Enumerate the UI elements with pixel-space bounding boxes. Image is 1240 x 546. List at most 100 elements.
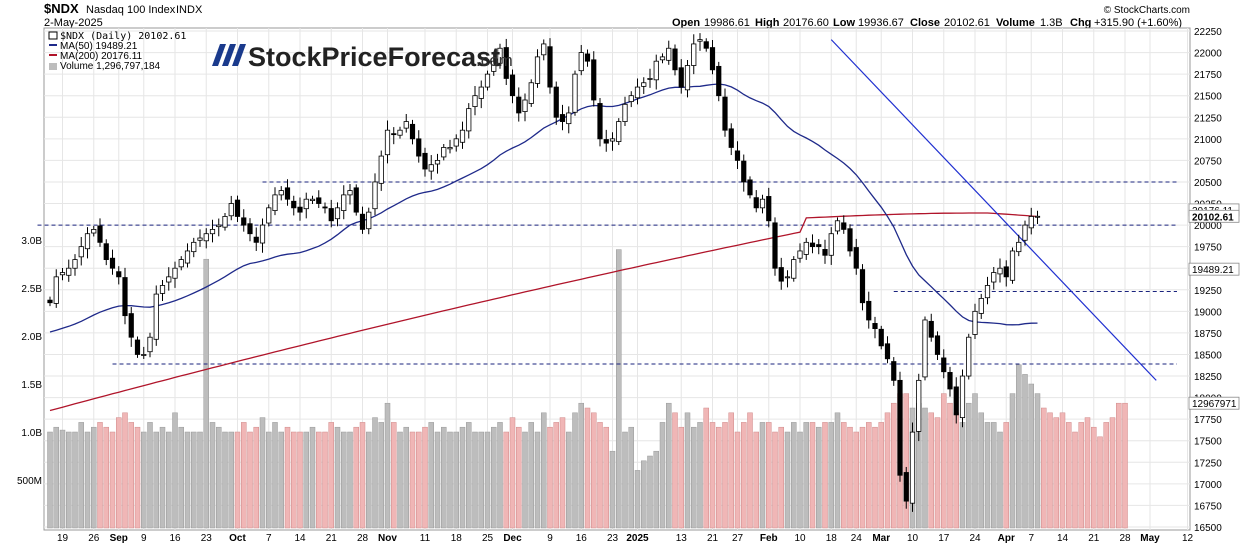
candle-body (878, 328, 884, 347)
candle-body (197, 237, 203, 241)
candle-body (766, 196, 772, 222)
candle-body (109, 257, 116, 269)
candle-body (841, 222, 847, 230)
index-name-label: Nasdaq 100 Index (86, 4, 176, 16)
volume-bar (1009, 393, 1016, 529)
volume-bar (966, 402, 972, 529)
volume-bar (997, 431, 1003, 529)
candle-body (772, 222, 778, 269)
volume-bar (1078, 422, 1084, 529)
date-tick-label: 21 (1088, 533, 1100, 544)
volume-bar (1022, 374, 1028, 529)
volume-bar (541, 412, 547, 529)
volume-bar (741, 422, 747, 529)
watermark-suffix: .com (476, 51, 513, 70)
candle-body (659, 56, 666, 61)
volume-bar (1091, 426, 1097, 529)
volume-bar (128, 422, 134, 529)
volume-bar (478, 431, 484, 529)
candle-body (653, 60, 659, 81)
volume-bar (903, 393, 909, 529)
candle-body (1016, 241, 1022, 253)
date-tick-label: 19 (57, 533, 69, 544)
price-tick-label: 22250 (1194, 27, 1222, 38)
candle-body (1003, 266, 1009, 278)
date-tick-label: May (1140, 533, 1160, 544)
volume-bar (303, 431, 309, 529)
candle-body (678, 67, 684, 88)
candle-body (372, 181, 378, 210)
volume-bar (259, 417, 266, 529)
date-tick-label: 18 (451, 533, 463, 544)
plot-frame (43, 27, 1191, 531)
candle-body (66, 267, 72, 276)
price-tag-label: 20102.61 (1192, 212, 1234, 223)
candle-body (897, 379, 903, 476)
candle-body (578, 52, 584, 72)
candle-body (466, 108, 472, 132)
legend-ma50-swatch (49, 44, 57, 46)
volume-bar (209, 422, 216, 529)
candle-body (972, 310, 978, 335)
candle-body (916, 379, 922, 432)
candle-body (884, 343, 891, 360)
candle-body (378, 155, 384, 184)
candle-body (716, 65, 722, 97)
price-tick-label: 18500 (1194, 350, 1222, 361)
volume-tick-label: 500M (17, 476, 42, 487)
candle-body (991, 272, 997, 283)
volume-bar (278, 431, 284, 529)
volume-bar (1109, 417, 1116, 529)
candle-body (259, 224, 266, 244)
volume-bar (341, 431, 347, 529)
candle-body (272, 194, 278, 211)
candle-body (234, 199, 241, 217)
volume-bar (884, 412, 891, 529)
candle-body (222, 216, 228, 228)
close-label: Close (910, 17, 940, 29)
candle-body (747, 179, 753, 196)
volume-bar (97, 422, 103, 529)
candle-body (928, 320, 934, 338)
date-tick-label: 28 (357, 533, 369, 544)
candle-body (91, 228, 97, 234)
volume-bar (397, 431, 403, 529)
candle-body (947, 372, 953, 390)
volume-bar (197, 431, 203, 529)
candle-body (334, 207, 341, 220)
candle-body (541, 43, 547, 56)
volume-bar (216, 426, 222, 529)
candle-body (284, 187, 291, 200)
volume-bar (859, 426, 866, 529)
price-tag-box (1188, 262, 1240, 276)
candle-body (241, 217, 247, 226)
volume-bar (141, 431, 147, 529)
candle-body (759, 198, 766, 209)
symbol-label: $NDX (44, 1, 79, 16)
price-tick-label: 16500 (1194, 523, 1222, 534)
candle-body (741, 160, 747, 183)
date-tick-label: 25 (482, 533, 494, 544)
date-tick-label: 24 (851, 533, 863, 544)
high-value: 20176.60 (783, 17, 829, 29)
candle-body (684, 65, 691, 91)
volume-bar (247, 431, 253, 529)
candle-body (78, 246, 84, 258)
candle-body (122, 277, 128, 317)
candle-body (434, 159, 441, 165)
candle-body (453, 138, 459, 147)
candle-body (353, 187, 359, 213)
volume-bar (1003, 422, 1009, 529)
exchange-label: INDX (176, 4, 203, 16)
volume-bar (153, 431, 159, 529)
candle-body (609, 138, 616, 142)
volume-bar (822, 422, 828, 529)
candle-body (603, 139, 609, 144)
candle-body (47, 299, 53, 304)
legend-symbol-text: $NDX (Daily) 20102.61 (60, 31, 186, 42)
volume-bar (616, 249, 622, 529)
volume-bar (428, 422, 434, 529)
volume-bar (1122, 402, 1128, 529)
volume-tick-label: 2.0B (21, 332, 42, 343)
volume-bar (503, 431, 509, 529)
